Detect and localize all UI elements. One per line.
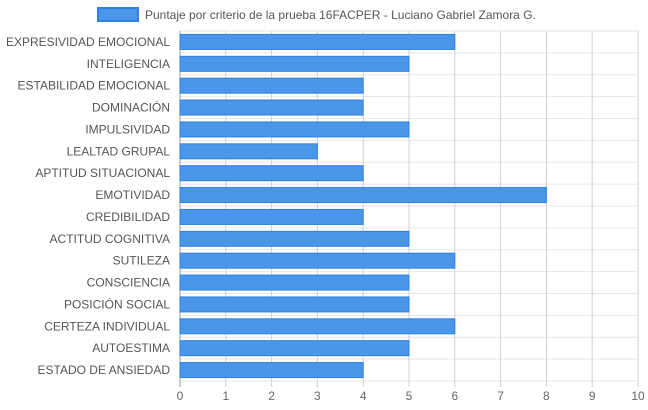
bar[interactable] [179, 208, 364, 225]
category-label: EXPRESIVIDAD EMOCIONAL [6, 35, 170, 49]
category-label: CERTEZA INDIVIDUAL [44, 319, 170, 333]
bars [179, 33, 547, 379]
category-label: DOMINACIÓN [92, 100, 170, 115]
category-label: SUTILEZA [113, 254, 170, 268]
category-label: CONSCIENCIA [87, 276, 170, 290]
x-tick-label: 2 [268, 389, 275, 403]
bar[interactable] [179, 77, 364, 94]
x-tick-label: 0 [177, 389, 184, 403]
bar[interactable] [179, 362, 364, 379]
x-tick-label: 7 [497, 389, 504, 403]
bar[interactable] [179, 33, 456, 50]
category-label: ESTABILIDAD EMOCIONAL [18, 79, 171, 93]
x-tick-label: 6 [451, 389, 458, 403]
category-label: IMPULSIVIDAD [85, 122, 170, 136]
category-label: LEALTAD GRUPAL [67, 144, 171, 158]
bar[interactable] [179, 252, 456, 269]
category-label: INTELIGENCIA [87, 57, 170, 71]
legend-swatch[interactable] [97, 7, 139, 22]
x-tick-label: 4 [360, 389, 367, 403]
legend[interactable]: Puntaje por criterio de la prueba 16FACP… [97, 7, 536, 22]
x-tick-label: 5 [406, 389, 413, 403]
x-tick-label: 3 [314, 389, 321, 403]
category-label: POSICIÓN SOCIAL [64, 296, 170, 311]
category-label: AUTOESTIMA [92, 341, 170, 355]
legend-label[interactable]: Puntaje por criterio de la prueba 16FACP… [145, 8, 536, 22]
bar[interactable] [179, 143, 318, 160]
category-label: ESTADO DE ANSIEDAD [38, 363, 171, 377]
bar[interactable] [179, 230, 410, 247]
category-label: ACTITUD COGNITIVA [50, 232, 170, 246]
bar[interactable] [179, 121, 410, 138]
bar[interactable] [179, 187, 547, 204]
bar[interactable] [179, 55, 410, 72]
category-label: APTITUD SITUACIONAL [35, 166, 170, 180]
bar[interactable] [179, 99, 364, 116]
bar[interactable] [179, 318, 456, 335]
bar[interactable] [179, 296, 410, 313]
x-tick-label: 8 [543, 389, 550, 403]
category-labels: EXPRESIVIDAD EMOCIONAL INTELIGENCIA ESTABI… [6, 35, 170, 377]
x-tick-labels: 0 1 2 3 4 5 6 7 8 9 10 [177, 389, 645, 403]
x-tick-label: 9 [589, 389, 596, 403]
category-label: CREDIBILIDAD [86, 210, 170, 224]
x-tick-label: 1 [222, 389, 229, 403]
x-tick-label: 10 [631, 389, 645, 403]
category-label: EMOTIVIDAD [95, 188, 170, 202]
bar[interactable] [179, 340, 410, 357]
bar[interactable] [179, 274, 410, 291]
bar[interactable] [179, 165, 364, 182]
